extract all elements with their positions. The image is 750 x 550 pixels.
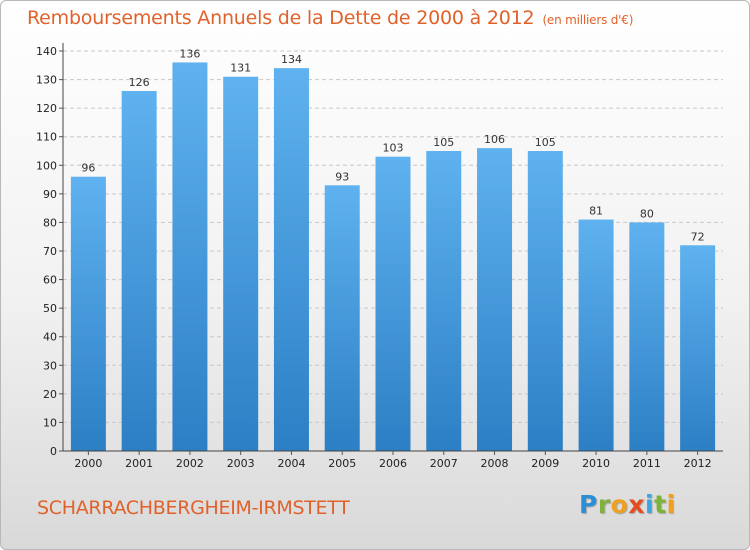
x-tick-label: 2012 <box>684 457 712 470</box>
y-tick-label: 40 <box>43 331 57 344</box>
x-tick-label: 2007 <box>430 457 458 470</box>
y-tick-label: 10 <box>43 416 57 429</box>
y-tick-label: 30 <box>43 359 57 372</box>
logo-letter: x <box>628 490 645 519</box>
logo-letter: i <box>666 490 676 519</box>
y-tick-label: 80 <box>43 216 57 229</box>
x-tick-label: 2010 <box>582 457 610 470</box>
logo-letter: o <box>610 490 629 519</box>
x-tick-label: 2005 <box>328 457 356 470</box>
y-tick-label: 70 <box>43 245 57 258</box>
y-tick-label: 90 <box>43 188 57 201</box>
bar <box>527 151 563 451</box>
bar <box>477 148 513 451</box>
chart-title: Remboursements Annuels de la Dette de 20… <box>27 7 633 29</box>
bar <box>273 68 309 452</box>
bar <box>172 62 208 452</box>
logo-letter: t <box>654 490 667 519</box>
bar-value-label: 72 <box>691 230 705 243</box>
bar-value-label: 105 <box>535 136 556 149</box>
y-tick-label: 20 <box>43 388 57 401</box>
chart-title-text: Remboursements Annuels de la Dette de 20… <box>27 7 535 29</box>
bar-value-label: 136 <box>179 47 200 60</box>
bar <box>324 185 360 452</box>
chart-unit: (en milliers d'€) <box>542 13 634 27</box>
bar <box>426 151 462 451</box>
y-tick-label: 50 <box>43 302 57 315</box>
city-name: SCHARRACHBERGHEIM-IRMSTETT <box>37 497 350 519</box>
bar-value-label: 93 <box>335 170 349 183</box>
y-tick-label: 120 <box>36 102 57 115</box>
bar <box>375 156 411 451</box>
x-tick-label: 2002 <box>176 457 204 470</box>
y-tick-label: 60 <box>43 274 57 287</box>
logo-letter: i <box>645 490 655 519</box>
bar-value-label: 126 <box>129 76 150 89</box>
x-tick-label: 2001 <box>125 457 153 470</box>
logo-letter: r <box>597 490 611 519</box>
bar <box>629 222 665 451</box>
bar <box>680 245 716 451</box>
bar <box>578 219 614 451</box>
bar <box>70 176 106 451</box>
y-tick-label: 140 <box>36 45 57 58</box>
x-tick-label: 2004 <box>277 457 305 470</box>
bar <box>121 91 157 451</box>
x-tick-label: 2003 <box>227 457 255 470</box>
x-tick-label: 2006 <box>379 457 407 470</box>
x-tick-label: 2009 <box>531 457 559 470</box>
bar-value-label: 103 <box>383 142 404 155</box>
bar-value-label: 80 <box>640 207 654 220</box>
y-tick-label: 130 <box>36 74 57 87</box>
proxiti-logo: Proxiti <box>579 490 676 519</box>
bar-value-label: 134 <box>281 53 302 66</box>
bar-value-label: 105 <box>433 136 454 149</box>
logo-letter: P <box>579 490 598 519</box>
x-tick-label: 2000 <box>74 457 102 470</box>
bar <box>223 76 259 451</box>
bar-value-label: 81 <box>589 205 603 218</box>
bar-value-label: 131 <box>230 62 251 75</box>
y-tick-label: 0 <box>50 445 57 458</box>
bar-value-label: 96 <box>81 162 95 175</box>
y-tick-label: 100 <box>36 159 57 172</box>
x-tick-label: 2008 <box>481 457 509 470</box>
y-tick-label: 110 <box>36 131 57 144</box>
bar-value-label: 106 <box>484 133 505 146</box>
x-tick-label: 2011 <box>633 457 661 470</box>
